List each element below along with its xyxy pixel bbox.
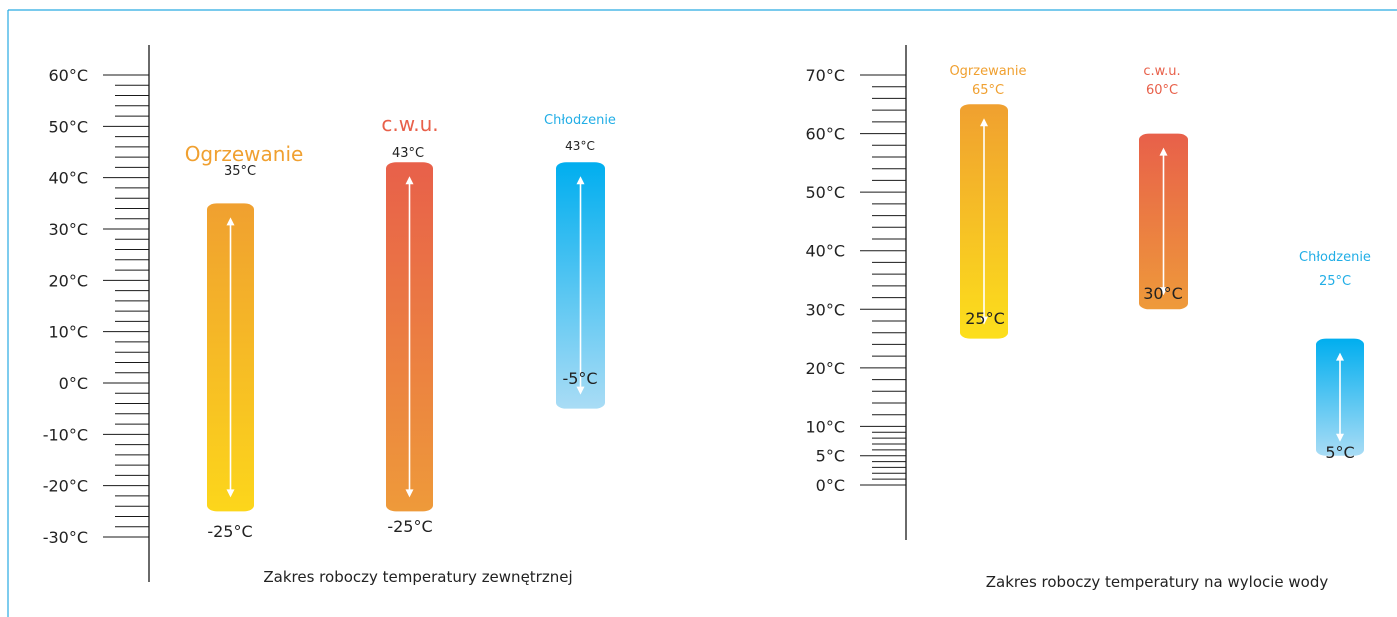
series-name-label: Ogrzewanie (949, 64, 1026, 79)
x-axis-label: Zakres roboczy temperatury zewnętrznej (263, 568, 572, 586)
y-tick-label: 20°C (48, 271, 88, 290)
x-axis-label: Zakres roboczy temperatury na wylocie wo… (986, 573, 1329, 591)
y-tick-label: 5°C (816, 447, 845, 466)
y-tick-label: 10°C (48, 323, 88, 342)
range-min-label: 25°C (965, 309, 1005, 328)
chart-outdoor-temperature-range: -30°C -20°C -10°C 0°C 10°C 20°C 30°C 40°C 50°C 60… (43, 45, 616, 586)
y-tick-label: -30°C (43, 528, 88, 547)
series-name-label: Chłodzenie (1299, 250, 1371, 265)
y-tick-label: 30°C (805, 300, 845, 319)
range-min-label: 5°C (1325, 443, 1354, 462)
range-max-label: 65°C (972, 83, 1004, 98)
range-arrow-head-down (226, 489, 235, 498)
range-max-label: 43°C (565, 139, 595, 153)
y-tick-label: 10°C (805, 417, 845, 436)
range-max-label: 60°C (1146, 83, 1178, 98)
y-tick-label: 50°C (48, 117, 88, 136)
range-arrow-head-up (405, 176, 414, 185)
y-tick-label: 40°C (805, 242, 845, 261)
range-arrow-head-down (405, 489, 414, 498)
y-tick-label: 50°C (805, 183, 845, 202)
y-tick-label: 0°C (59, 374, 88, 393)
y-tick-label: 0°C (816, 476, 845, 495)
y-tick-label: 60°C (805, 125, 845, 144)
range-min-label: -25°C (207, 522, 252, 541)
range-min-label: 30°C (1143, 284, 1183, 303)
range-min-label: -5°C (562, 369, 597, 388)
series-name-label: c.w.u. (1143, 64, 1180, 79)
y-tick-label: 30°C (48, 220, 88, 239)
range-arrow-head-down (1159, 287, 1168, 296)
y-tick-label: -10°C (43, 425, 88, 444)
series-name-label: Chłodzenie (544, 113, 616, 128)
range-min-label: -25°C (387, 517, 432, 536)
range-arrow-head-up (576, 176, 585, 185)
range-arrow-head-down (576, 386, 585, 395)
y-tick-label: 60°C (48, 66, 88, 85)
range-arrow-head-down (980, 316, 988, 325)
y-tick-label: -20°C (43, 477, 88, 496)
figure-border (7, 9, 1397, 617)
y-tick-label: 40°C (48, 169, 88, 188)
range-max-label: 35°C (224, 164, 256, 179)
range-arrow-head-up (1159, 147, 1168, 156)
chart-water-outlet-temperature-range: 0°C 5°C 10°C 20°C 30°C 40°C 50°C 60°C 70°C Zakres… (805, 45, 1371, 591)
range-max-label: 25°C (1319, 274, 1351, 289)
range-arrow-head-up (980, 118, 988, 127)
series-name-label: Ogrzewanie (185, 142, 304, 166)
range-arrow-head-down (1336, 433, 1344, 442)
range-arrow-head-up (226, 217, 235, 226)
y-tick-label: 20°C (805, 359, 845, 378)
y-tick-label: 70°C (805, 66, 845, 85)
range-arrow-head-up (1336, 352, 1344, 361)
series-name-label: c.w.u. (381, 112, 438, 136)
range-max-label: 43°C (392, 146, 424, 161)
